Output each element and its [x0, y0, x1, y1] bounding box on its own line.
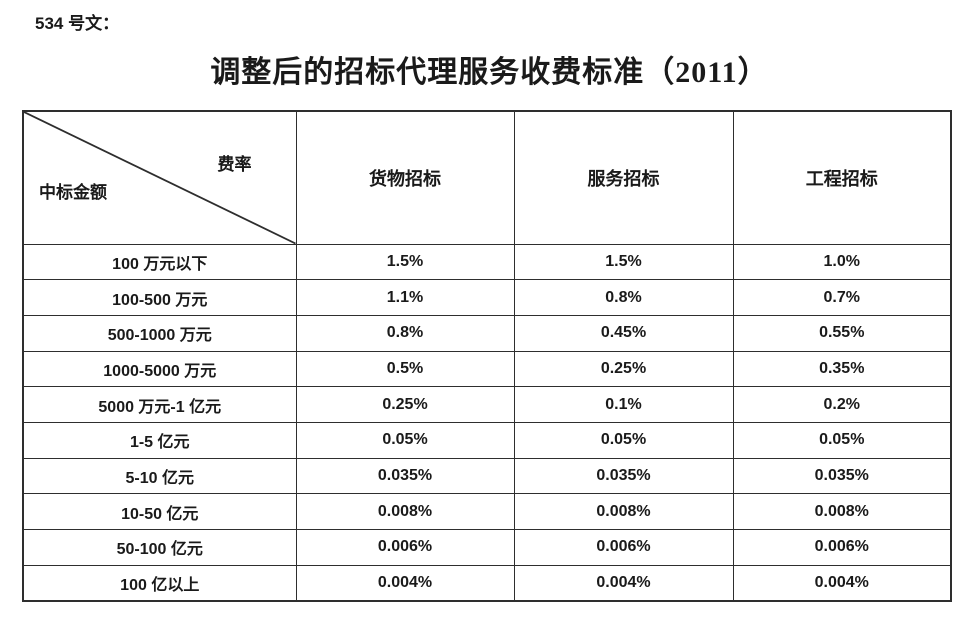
- row-label: 100 万元以下: [22, 243, 297, 281]
- rate-value: 0.006%: [295, 529, 515, 566]
- rate-value: 0.1%: [513, 386, 734, 423]
- rate-value: 0.35%: [732, 350, 952, 388]
- row-label: 100-500 万元: [22, 279, 297, 316]
- column-header-engineering-bidding: 工程招标: [732, 110, 952, 245]
- rate-value: 0.05%: [295, 421, 515, 459]
- doc-number: 534 号文：: [35, 14, 120, 33]
- corner-label-bid-amount: 中标金额: [39, 183, 107, 202]
- rate-value: 0.5%: [295, 350, 515, 388]
- table-row: 500-1000 万元 0.8% 0.45% 0.55%: [22, 314, 952, 352]
- table-row: 10-50 亿元 0.008% 0.008% 0.008%: [22, 493, 952, 530]
- rate-value: 0.004%: [732, 564, 952, 602]
- column-header-goods-bidding: 货物招标: [295, 110, 515, 245]
- table-row: 1000-5000 万元 0.5% 0.25% 0.35%: [22, 350, 952, 388]
- rate-value: 0.25%: [513, 350, 734, 388]
- table-row: 1-5 亿元 0.05% 0.05% 0.05%: [22, 421, 952, 459]
- rate-value: 0.035%: [732, 457, 952, 495]
- rate-value: 1.5%: [513, 243, 734, 281]
- rate-value: 0.035%: [513, 457, 734, 495]
- rate-value: 1.1%: [295, 279, 515, 316]
- table-row: 5000 万元-1 亿元 0.25% 0.1% 0.2%: [22, 386, 952, 423]
- rate-value: 0.45%: [513, 314, 734, 352]
- rate-value: 0.006%: [732, 529, 952, 566]
- rate-value: 0.008%: [295, 493, 515, 530]
- fee-table-body: 100 万元以下 1.5% 1.5% 1.0% 100-500 万元 1.1% 0.8% 0.…: [22, 243, 952, 602]
- rate-value: 0.008%: [732, 493, 952, 530]
- row-label: 5000 万元-1 亿元: [22, 386, 297, 423]
- rate-value: 0.8%: [295, 314, 515, 352]
- table-row: 100 万元以下 1.5% 1.5% 1.0%: [22, 243, 952, 281]
- page-title: 调整后的招标代理服务收费标准（2011）: [210, 56, 769, 89]
- fee-table: 费率 中标金额 货物招标 服务招标 工程招标 100 万元以下 1.5% 1.5% 1…: [22, 110, 952, 602]
- rate-value: 0.8%: [513, 279, 734, 316]
- corner-label-rate: 费率: [217, 155, 252, 174]
- row-label: 50-100 亿元: [22, 529, 297, 566]
- rate-value: 0.7%: [732, 279, 952, 316]
- rate-value: 0.2%: [732, 386, 952, 423]
- header-row: 费率 中标金额 货物招标 服务招标 工程招标: [22, 110, 952, 245]
- rate-value: 0.25%: [295, 386, 515, 423]
- rate-value: 0.05%: [513, 421, 734, 459]
- rate-value: 0.004%: [295, 564, 515, 602]
- rate-value: 0.008%: [513, 493, 734, 530]
- corner-cell: 费率 中标金额: [22, 110, 297, 245]
- rate-value: 1.0%: [732, 243, 952, 281]
- rate-value: 0.006%: [513, 529, 734, 566]
- table-row: 100-500 万元 1.1% 0.8% 0.7%: [22, 279, 952, 316]
- rate-value: 1.5%: [295, 243, 515, 281]
- row-label: 500-1000 万元: [22, 314, 297, 352]
- rate-value: 0.05%: [732, 421, 952, 459]
- table-row: 5-10 亿元 0.035% 0.035% 0.035%: [22, 457, 952, 495]
- row-label: 1-5 亿元: [22, 421, 297, 459]
- row-label: 100 亿以上: [22, 564, 297, 602]
- table-row: 50-100 亿元 0.006% 0.006% 0.006%: [22, 529, 952, 566]
- rate-value: 0.55%: [732, 314, 952, 352]
- diagonal-line-icon: [24, 112, 296, 244]
- column-header-service-bidding: 服务招标: [513, 110, 734, 245]
- table-row: 100 亿以上 0.004% 0.004% 0.004%: [22, 564, 952, 602]
- row-label: 5-10 亿元: [22, 457, 297, 495]
- row-label: 10-50 亿元: [22, 493, 297, 530]
- rate-value: 0.004%: [513, 564, 734, 602]
- rate-value: 0.035%: [295, 457, 515, 495]
- row-label: 1000-5000 万元: [22, 350, 297, 388]
